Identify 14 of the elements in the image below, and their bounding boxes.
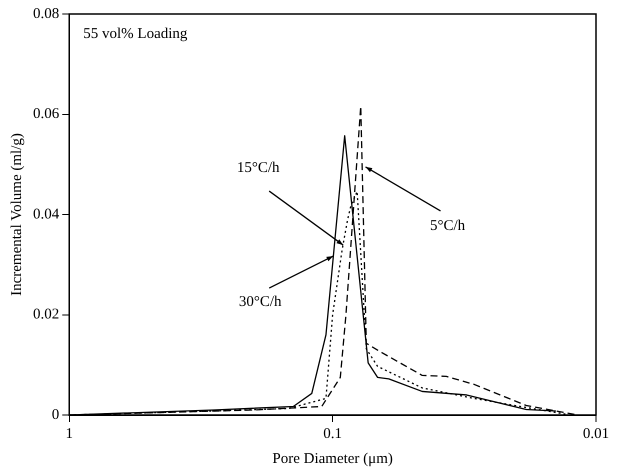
annotation: 15°C/h xyxy=(236,160,280,176)
x-tick-label: 1 xyxy=(66,426,73,442)
annotation: 55 vol% Loading xyxy=(83,26,188,42)
y-tick-label: 0.04 xyxy=(33,206,60,222)
y-tick-label: 0.06 xyxy=(33,106,60,122)
y-tick-label: 0.08 xyxy=(33,6,60,22)
y-axis-title: Incremental Volume (ml/g) xyxy=(8,133,25,296)
x-axis-title: Pore Diameter (μm) xyxy=(272,450,393,467)
y-tick-label: 0.02 xyxy=(33,306,60,323)
annotation: 5°C/h xyxy=(430,218,466,234)
x-tick-label: 0.1 xyxy=(323,426,342,442)
x-tick-label: 0.01 xyxy=(582,426,610,442)
y-tick-label: 0 xyxy=(52,406,60,423)
annotation: 30°C/h xyxy=(238,294,282,310)
